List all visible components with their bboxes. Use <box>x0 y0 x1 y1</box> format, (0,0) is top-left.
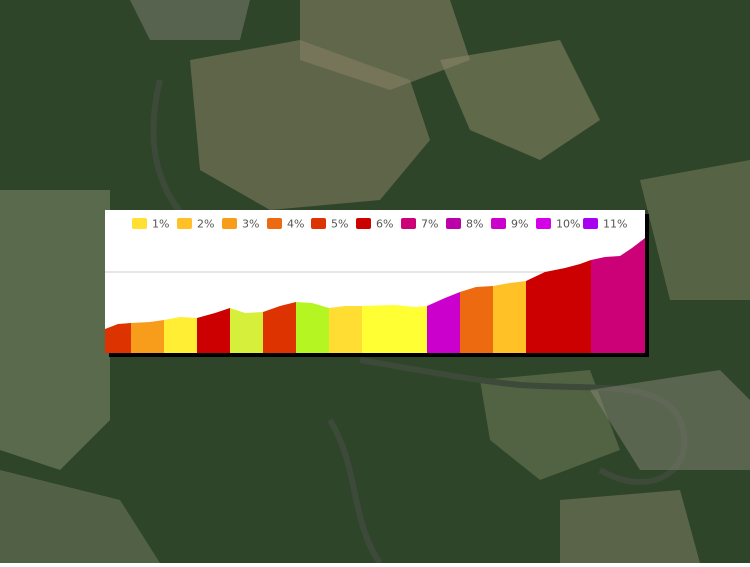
legend-label: 10% <box>556 218 580 231</box>
legend-label: 8% <box>466 218 483 231</box>
profile-area <box>105 238 645 353</box>
legend: 1% 2% 3% 4% 5% 6% 7% 8% 9% 10% 11% <box>132 218 627 231</box>
legend-label: 6% <box>376 218 393 231</box>
legend-label: 2% <box>197 218 214 231</box>
legend-swatch <box>356 218 371 229</box>
legend-label: 1% <box>152 218 169 231</box>
legend-label: 5% <box>331 218 348 231</box>
legend-label: 11% <box>603 218 627 231</box>
legend-swatch <box>132 218 147 229</box>
legend-swatch <box>222 218 237 229</box>
legend-label: 4% <box>287 218 304 231</box>
legend-swatch <box>177 218 192 229</box>
legend-label: 9% <box>511 218 528 231</box>
legend-swatch <box>583 218 598 229</box>
elevation-profile: 1% 2% 3% 4% 5% 6% 7% 8% 9% 10% 11% <box>105 210 649 357</box>
legend-label: 7% <box>421 218 438 231</box>
legend-swatch <box>401 218 416 229</box>
legend-swatch <box>491 218 506 229</box>
legend-label: 3% <box>242 218 259 231</box>
legend-swatch <box>267 218 282 229</box>
legend-swatch <box>536 218 551 229</box>
legend-swatch <box>446 218 461 229</box>
legend-swatch <box>311 218 326 229</box>
